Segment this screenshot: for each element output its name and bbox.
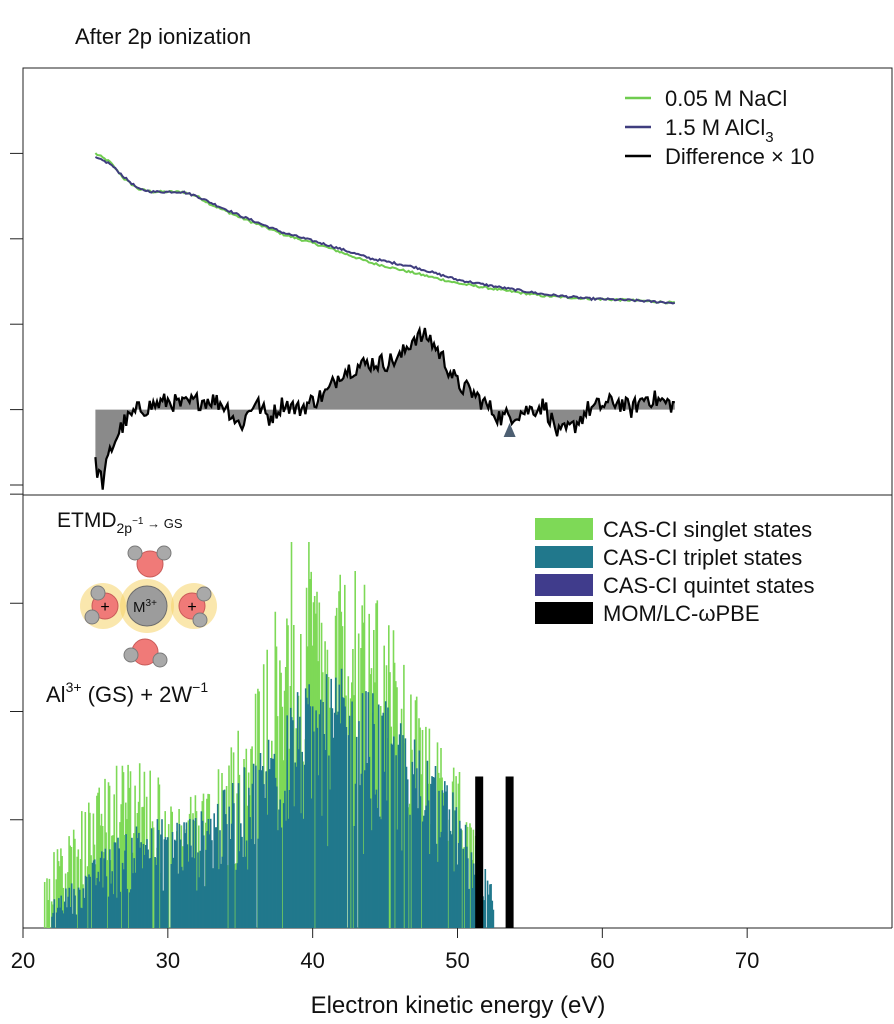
x-tick-label: 30 <box>156 948 180 973</box>
legend-difference-label: Difference × 10 <box>665 144 814 169</box>
legend-triplet-label: CAS-CI triplet states <box>603 545 802 570</box>
etmd-label: ETMD2p−1 → GS <box>57 509 183 536</box>
series-difference-line <box>94 325 675 490</box>
arrow-head <box>503 422 516 437</box>
top-legend: 0.05 M NaCl 1.5 M AlCl3 Difference × 10 <box>625 86 814 169</box>
series-alcl3-line <box>94 156 676 305</box>
legend-singlet-swatch <box>535 518 593 540</box>
legend-alcl3-label: 1.5 M AlCl3 <box>665 115 774 146</box>
x-tick-label: 40 <box>300 948 324 973</box>
ion-label: M3+ <box>133 598 157 616</box>
legend-mom-label: MOM/LC-ωPBE <box>603 601 760 626</box>
legend-singlet-label: CAS-CI singlet states <box>603 517 812 542</box>
series-nacl-line <box>94 152 676 305</box>
water-molecule-top <box>127 545 172 578</box>
top-panel-title: After 2p ionization <box>75 24 251 49</box>
x-tick-label: 70 <box>735 948 759 973</box>
water-molecule-right: + <box>171 583 217 629</box>
legend-triplet-swatch <box>535 546 593 568</box>
charge-label-left: + <box>100 599 109 616</box>
top-panel: 0.05 M NaCl 1.5 M AlCl3 Difference × 10 <box>10 67 893 496</box>
legend-quintet-swatch <box>535 574 593 596</box>
difference-fill <box>95 328 675 490</box>
bottom-legend: CAS-CI singlet states CAS-CI triplet sta… <box>535 517 815 626</box>
x-tick-label: 20 <box>11 948 35 973</box>
legend-quintet-label: CAS-CI quintet states <box>603 573 815 598</box>
charge-label-right: + <box>187 599 196 616</box>
x-axis-label: Electron kinetic energy (eV) <box>311 992 606 1019</box>
x-tick-label: 50 <box>445 948 469 973</box>
bottom-panel: 20 30 40 50 60 70 Electron kinetic energy (eV… <box>10 495 893 1019</box>
product-label: Al3+ (GS) + 2W−1 <box>46 679 208 707</box>
x-tick-label: 60 <box>590 948 614 973</box>
mom-line <box>505 776 514 928</box>
central-ion: M3+ <box>120 579 174 633</box>
bottom-y-ticks <box>10 602 23 821</box>
water-molecule-left: + <box>80 583 126 629</box>
mom-line <box>475 776 484 928</box>
etmd-annotation: ETMD2p−1 → GS + M3+ <box>46 509 217 707</box>
legend-mom-swatch <box>535 602 593 624</box>
legend-nacl-label: 0.05 M NaCl <box>665 86 787 111</box>
water-molecule-bottom <box>123 638 168 668</box>
top-y-ticks <box>10 152 23 495</box>
top-panel-frame <box>22 67 893 496</box>
state-bars <box>43 542 495 928</box>
x-ticks: 20 30 40 50 60 70 <box>11 928 759 973</box>
mom-lines <box>475 776 514 928</box>
